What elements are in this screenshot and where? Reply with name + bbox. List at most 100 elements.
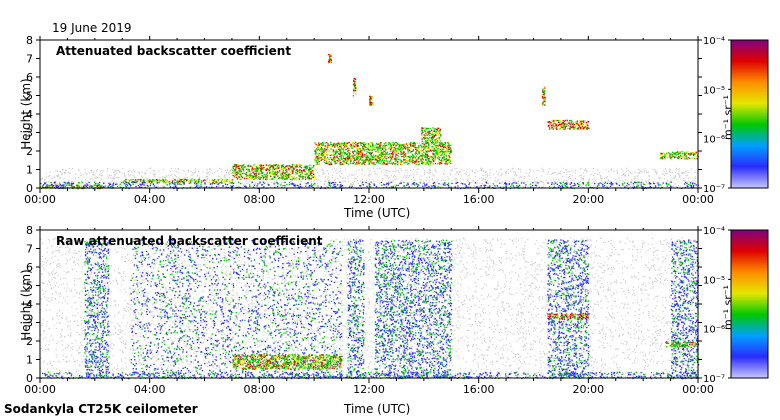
signal-pixel <box>365 155 367 157</box>
signal-pixel <box>419 152 421 155</box>
signal-pixel <box>255 177 257 179</box>
surface-pixel <box>349 185 351 188</box>
signal-pixel <box>234 176 237 178</box>
signal-pixel <box>234 168 237 170</box>
signal-pixel <box>314 152 316 155</box>
signal-pixel <box>280 171 283 174</box>
signal-pixel <box>95 184 98 187</box>
noise-pixel <box>122 168 124 170</box>
noise-pixel <box>216 170 218 172</box>
noise-pixel <box>128 170 130 173</box>
noise-pixel <box>539 180 541 182</box>
signal-pixel <box>376 149 378 151</box>
noise-pixel <box>191 178 193 180</box>
noise-pixel <box>115 170 117 172</box>
signal-pixel <box>393 159 395 161</box>
noise-pixel <box>40 178 42 180</box>
signal-pixel <box>431 140 434 143</box>
surface-pixel <box>534 184 536 186</box>
signal-pixel <box>396 147 398 149</box>
noise-pixel <box>606 176 608 178</box>
signal-pixel <box>360 150 362 152</box>
signal-pixel <box>420 145 423 148</box>
signal-pixel <box>354 86 356 88</box>
noise-pixel <box>164 176 166 179</box>
noise-pixel <box>506 171 508 173</box>
signal-pixel <box>442 152 444 154</box>
signal-pixel <box>255 169 257 171</box>
signal-pixel <box>567 125 569 127</box>
noise-pixel <box>466 169 468 171</box>
noise-pixel <box>382 179 384 181</box>
signal-pixel <box>334 142 336 144</box>
signal-pixel <box>342 144 345 146</box>
signal-pixel <box>396 154 398 156</box>
signal-pixel <box>442 161 444 163</box>
noise-pixel <box>440 180 442 182</box>
surface-pixel <box>390 181 392 184</box>
noise-pixel <box>460 168 462 170</box>
signal-pixel <box>404 155 406 157</box>
signal-pixel <box>397 155 399 157</box>
signal-pixel <box>377 157 379 160</box>
noise-pixel <box>114 170 116 172</box>
noise-pixel <box>214 179 216 181</box>
noise-pixel <box>671 185 673 187</box>
noise-pixel <box>68 186 71 189</box>
signal-pixel <box>328 160 330 163</box>
noise-pixel <box>408 175 410 177</box>
noise-pixel <box>202 185 204 187</box>
noise-pixel <box>458 171 460 173</box>
noise-pixel <box>325 180 327 182</box>
signal-pixel <box>277 175 279 177</box>
surface-pixel <box>262 181 265 183</box>
signal-pixel <box>661 153 663 155</box>
noise-pixel <box>687 172 689 174</box>
signal-pixel <box>426 157 429 159</box>
signal-pixel <box>261 172 263 175</box>
noise-pixel <box>159 176 161 178</box>
signal-pixel <box>409 161 411 163</box>
noise-pixel <box>314 183 317 185</box>
signal-pixel <box>572 124 574 126</box>
noise-pixel <box>579 168 581 170</box>
signal-pixel <box>235 166 237 169</box>
surface-pixel <box>125 183 127 186</box>
signal-pixel <box>279 177 281 179</box>
noise-pixel <box>463 169 465 172</box>
surface-pixel <box>566 182 568 184</box>
noise-pixel <box>497 180 499 182</box>
signal-pixel <box>370 145 372 148</box>
noise-pixel <box>683 177 685 180</box>
noise-pixel <box>202 171 204 173</box>
signal-pixel <box>550 123 553 125</box>
signal-pixel <box>264 166 266 169</box>
signal-pixel <box>361 151 363 153</box>
noise-pixel <box>476 182 478 184</box>
noise-pixel <box>110 181 112 183</box>
signal-pixel <box>281 166 283 168</box>
noise-pixel <box>422 168 425 170</box>
noise-pixel <box>648 181 650 183</box>
signal-pixel <box>239 165 241 167</box>
signal-pixel <box>386 152 388 154</box>
signal-pixel <box>239 173 241 175</box>
signal-pixel <box>559 128 561 130</box>
signal-pixel <box>420 155 422 157</box>
signal-pixel <box>288 168 290 171</box>
signal-pixel <box>430 148 432 150</box>
noise-pixel <box>144 173 146 175</box>
signal-pixel <box>348 155 350 157</box>
noise-pixel <box>49 175 51 177</box>
noise-pixel <box>459 178 461 180</box>
signal-pixel <box>195 179 198 181</box>
noise-pixel <box>452 179 454 182</box>
signal-pixel <box>544 98 546 100</box>
signal-pixel <box>245 176 247 178</box>
signal-pixel <box>410 141 412 144</box>
signal-pixel <box>406 157 408 160</box>
signal-pixel <box>448 157 450 160</box>
noise-pixel <box>165 176 167 178</box>
signal-pixel <box>262 164 265 167</box>
noise-pixel <box>138 171 140 174</box>
